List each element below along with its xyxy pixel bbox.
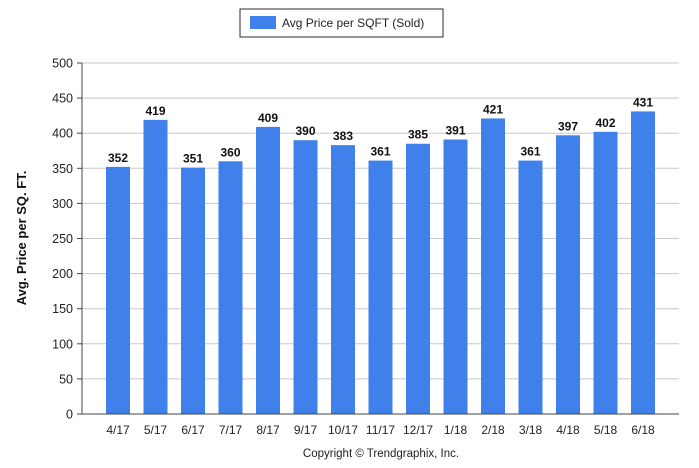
data-label: 383 — [333, 129, 353, 143]
x-tick-label: 4/17 — [106, 423, 130, 437]
data-label: 419 — [145, 104, 165, 118]
x-tick-label: 6/18 — [631, 423, 655, 437]
y-tick-label: 350 — [52, 162, 73, 176]
axes — [81, 63, 679, 415]
data-labels: 352 419 351 360 409 390 383 361 385 391 421 361 397 4… — [108, 95, 653, 165]
bar — [181, 167, 205, 414]
x-tick-label: 5/18 — [594, 423, 618, 437]
bar — [406, 143, 430, 415]
data-label: 360 — [220, 145, 240, 159]
x-tick-label: 7/17 — [219, 423, 243, 437]
legend-swatch — [250, 16, 276, 29]
y-tick-label: 400 — [52, 127, 73, 141]
data-label: 391 — [445, 124, 465, 138]
y-tick-label: 500 — [52, 57, 73, 71]
bar — [106, 166, 130, 414]
y-tick-label: 200 — [52, 267, 73, 281]
bar — [593, 131, 618, 414]
y-tick-label: 300 — [52, 197, 73, 211]
data-label: 421 — [483, 102, 503, 116]
bar — [331, 145, 355, 414]
data-label: 390 — [295, 124, 315, 138]
x-axis-ticks: 4/17 5/17 6/17 7/17 8/17 9/17 10/17 11/17 12/17 1… — [106, 423, 655, 437]
y-tick-label: 250 — [52, 232, 73, 246]
x-tick-label: 1/18 — [444, 423, 468, 437]
data-label: 397 — [558, 119, 578, 133]
bar — [218, 161, 243, 414]
bars — [106, 111, 655, 415]
bar — [256, 126, 280, 414]
x-tick-label: 10/17 — [328, 423, 358, 437]
y-tick-label: 150 — [52, 302, 73, 316]
y-tick-label: 100 — [52, 337, 73, 351]
data-label: 402 — [595, 116, 615, 130]
y-axis-ticks: 0 50 100 150 200 250 300 350 400 450 500 — [52, 57, 82, 422]
data-label: 361 — [370, 145, 390, 159]
bar — [518, 160, 543, 414]
x-tick-label: 11/17 — [366, 423, 395, 437]
legend-label: Avg Price per SQFT (Sold) — [282, 16, 424, 30]
x-tick-label: 5/17 — [144, 423, 168, 437]
x-tick-label: 3/18 — [519, 423, 543, 437]
legend: Avg Price per SQFT (Sold) — [239, 8, 444, 38]
y-tick-label: 0 — [66, 408, 73, 422]
data-label: 409 — [258, 111, 278, 125]
bar — [443, 139, 468, 414]
data-label: 351 — [183, 152, 203, 166]
bar — [143, 119, 168, 414]
bar — [631, 111, 655, 415]
bar — [481, 118, 505, 414]
footer-copyright: Copyright © Trendgraphix, Inc. — [303, 448, 459, 460]
x-tick-label: 9/17 — [294, 423, 318, 437]
y-tick-label: 50 — [59, 372, 73, 386]
x-tick-label: 8/17 — [256, 423, 280, 437]
data-label: 431 — [633, 95, 653, 109]
x-tick-label: 4/18 — [556, 423, 580, 437]
x-tick-label: 6/17 — [181, 423, 205, 437]
data-label: 352 — [108, 151, 128, 165]
data-label: 361 — [520, 145, 540, 159]
bar — [368, 160, 393, 414]
data-label: 385 — [408, 128, 428, 142]
bar — [293, 140, 318, 414]
y-axis-label: Avg. Price per SQ. FT. — [14, 171, 29, 306]
bar — [556, 135, 580, 414]
y-tick-label: 450 — [52, 92, 73, 106]
x-tick-label: 12/17 — [403, 423, 433, 437]
x-tick-label: 2/18 — [481, 423, 505, 437]
